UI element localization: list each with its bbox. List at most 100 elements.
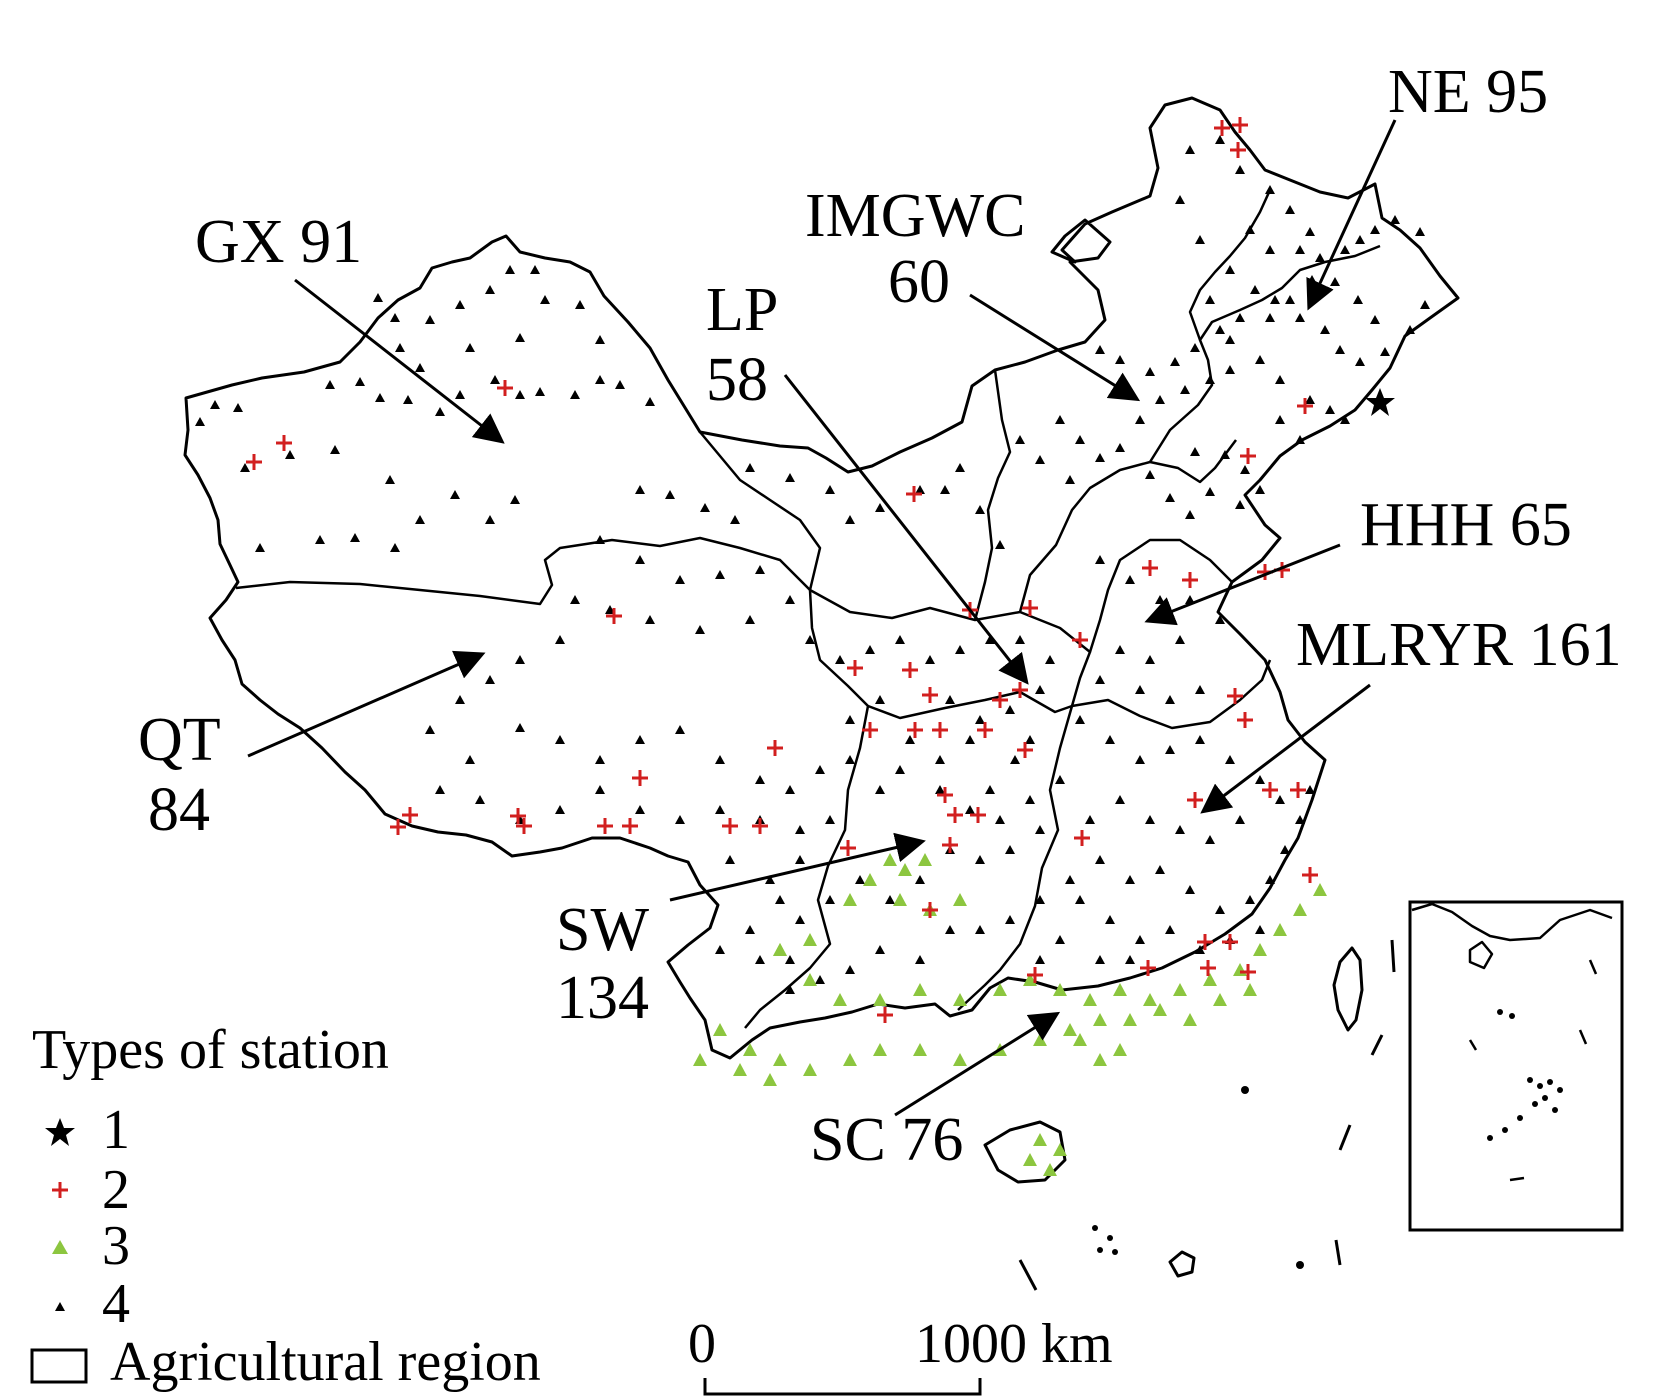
station-type-4 [540,295,550,304]
station-type-4 [530,265,540,274]
station-type-4 [1320,325,1330,334]
station-type-2 [977,722,993,738]
stations-type-2 [246,117,1318,1023]
station-type-4 [595,785,605,794]
legend: Types of station 1 2 3 4 Agricultural re… [30,1019,541,1393]
station-type-4 [935,785,945,794]
station-type-4 [825,895,835,904]
station-type-3 [1213,993,1227,1006]
station-type-4 [1055,935,1065,944]
station-type-4 [485,675,495,684]
station-type-2 [1240,448,1256,464]
station-type-4 [570,390,580,399]
label-imgwc-name: IMGWC [805,182,1025,250]
station-type-4 [1265,185,1275,194]
station-type-4 [1035,955,1045,964]
station-type-4 [1195,735,1205,744]
station-type-4 [835,655,845,664]
station-type-4 [1045,655,1055,664]
region-swatch [30,1348,88,1384]
arrow-gx [294,278,505,444]
station-type-3 [863,873,877,886]
station-type-4 [1215,135,1225,144]
station-type-4 [210,400,220,409]
station-type-2 [1187,792,1203,808]
station-type-4 [1005,915,1015,924]
station-type-3 [1313,883,1327,896]
station-type-3 [1073,1033,1087,1046]
station-type-3 [1053,1143,1067,1156]
station-type-4 [465,343,475,352]
station-type-2 [1074,830,1090,846]
station-type-4 [1235,815,1245,824]
station-type-4 [945,925,955,934]
scale-start: 0 [688,1313,716,1375]
station-type-4 [450,490,460,499]
station-type-4 [1135,685,1145,694]
station-type-4 [285,450,295,459]
station-type-2 [840,840,856,856]
station-type-2 [1140,960,1156,976]
station-type-4 [765,875,775,884]
station-type-4 [233,403,243,412]
station-type-4 [755,775,765,784]
station-type-4 [715,805,725,814]
station-type-4 [975,925,985,934]
station-type-4 [1115,795,1125,804]
station-type-2 [1230,142,1246,158]
station-type-4 [1215,615,1225,624]
station-type-3 [803,933,817,946]
station-type-4 [715,755,725,764]
label-hhh: HHH 65 [1360,491,1572,559]
station-type-4 [895,765,905,774]
station-type-4 [535,387,545,396]
station-type-4 [1340,245,1350,254]
station-type-4 [1085,815,1095,824]
station-type-4 [255,543,265,552]
arrow-ne [1306,119,1397,311]
station-type-4 [845,965,855,974]
station-type-3 [763,1073,777,1086]
station-type-2 [907,722,923,738]
label-ne: NE 95 [1388,58,1548,126]
station-type-4 [355,377,365,386]
station-type-4 [845,755,855,764]
station-type-3 [773,943,787,956]
station-type-4 [645,615,655,624]
station-type-4 [745,615,755,624]
station-type-4 [865,645,875,654]
station-type-4 [1205,295,1215,304]
station-type-4 [1285,295,1295,304]
station-type-2 [942,837,958,853]
station-type-2 [497,380,513,396]
station-type-4 [490,375,500,384]
station-type-4 [785,985,795,994]
station-type-2 [632,770,648,786]
station-type-2 [516,818,532,834]
station-type-4 [1225,755,1235,764]
station-type-4 [1115,443,1125,452]
station-type-2 [622,818,638,834]
station-type-4 [715,570,725,579]
station-type-4 [1225,365,1235,374]
station-type-4 [725,855,735,864]
arrow-lp [783,374,1029,685]
station-type-2 [402,807,418,823]
station-type-2 [1227,688,1243,704]
station-type-4 [635,555,645,564]
station-type-4 [570,595,580,604]
station-type-3 [1173,983,1187,996]
station-type-4 [575,300,585,309]
station-type-4 [1065,475,1075,484]
station-type-4 [1155,865,1165,874]
station-type-4 [555,635,565,644]
station-type-3 [1023,1153,1037,1166]
station-type-4 [1185,885,1195,894]
station-type-4 [1035,895,1045,904]
station-type-4 [1115,645,1125,654]
station-type-4 [1235,165,1245,174]
station-type-4 [510,495,520,504]
station-type-2 [752,818,768,834]
legend-region-label: Agricultural region [110,1331,541,1393]
station-type-4 [515,333,525,342]
